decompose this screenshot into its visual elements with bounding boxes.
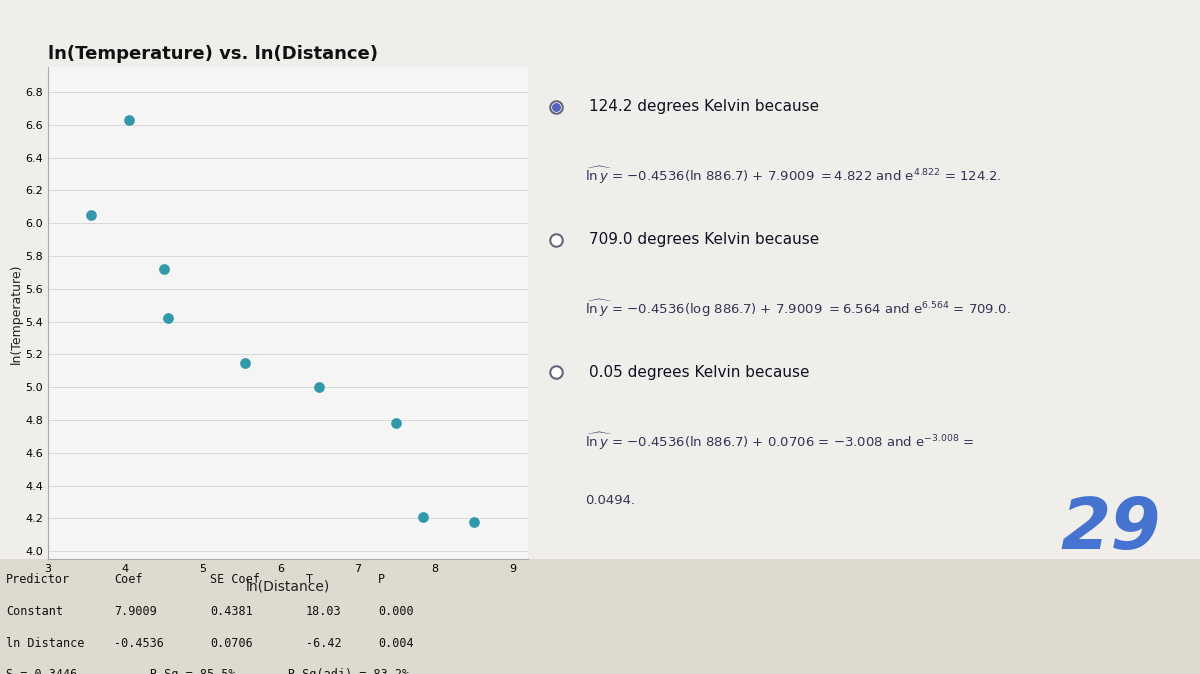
- Text: 29: 29: [1060, 495, 1160, 564]
- Text: 0.0494.: 0.0494.: [586, 494, 636, 507]
- Text: Predictor: Predictor: [6, 573, 70, 586]
- Text: R-Sq(adj) = 83.2%: R-Sq(adj) = 83.2%: [288, 669, 409, 674]
- Text: 0.000: 0.000: [378, 605, 414, 618]
- Text: ln(Temperature) vs. ln(Distance): ln(Temperature) vs. ln(Distance): [48, 45, 378, 63]
- Text: 0.004: 0.004: [378, 638, 414, 650]
- Y-axis label: ln(Temperature): ln(Temperature): [10, 263, 23, 364]
- Point: [236, 357, 256, 368]
- Text: Constant: Constant: [6, 605, 64, 618]
- Point: [155, 264, 174, 274]
- Text: 0.05 degrees Kelvin because: 0.05 degrees Kelvin because: [589, 365, 809, 380]
- Text: T: T: [306, 573, 313, 586]
- Text: 7.9009: 7.9009: [114, 605, 157, 618]
- Point: [386, 418, 406, 429]
- Point: [80, 210, 100, 220]
- Text: ln Distance: ln Distance: [6, 638, 84, 650]
- Point: [414, 512, 433, 522]
- Point: [120, 115, 139, 125]
- Text: $\widehat{\ln y}$ = $-$0.4536(log 886.7) + 7.9009 $=$6.564 and e$^{6.564}$ = 709: $\widehat{\ln y}$ = $-$0.4536(log 886.7)…: [586, 298, 1012, 319]
- Text: SE Coef: SE Coef: [210, 573, 260, 586]
- Point: [310, 381, 329, 392]
- Point: [158, 313, 178, 324]
- Text: S = 0.3446: S = 0.3446: [6, 669, 77, 674]
- X-axis label: ln(Distance): ln(Distance): [246, 580, 330, 594]
- Text: 124.2 degrees Kelvin because: 124.2 degrees Kelvin because: [589, 99, 818, 115]
- Text: Coef: Coef: [114, 573, 143, 586]
- Text: 0.4381: 0.4381: [210, 605, 253, 618]
- Text: $\widehat{\ln y}$ = $-$0.4536(ln 886.7) + 7.9009 $=$4.822 and e$^{4.822}$ = 124.: $\widehat{\ln y}$ = $-$0.4536(ln 886.7) …: [586, 165, 1002, 186]
- Text: 0.0706: 0.0706: [210, 638, 253, 650]
- Text: -0.4536: -0.4536: [114, 638, 164, 650]
- Text: 18.03: 18.03: [306, 605, 342, 618]
- Text: -6.42: -6.42: [306, 638, 342, 650]
- Point: [464, 516, 484, 527]
- Text: P: P: [378, 573, 385, 586]
- Text: R-Sq = 85.5%: R-Sq = 85.5%: [150, 669, 235, 674]
- Text: $\widehat{\ln y}$ = $-$0.4536(ln 886.7) + 0.0706 = $-$3.008 and e$^{-3.008}$ =: $\widehat{\ln y}$ = $-$0.4536(ln 886.7) …: [586, 431, 974, 452]
- Text: 709.0 degrees Kelvin because: 709.0 degrees Kelvin because: [589, 232, 818, 247]
